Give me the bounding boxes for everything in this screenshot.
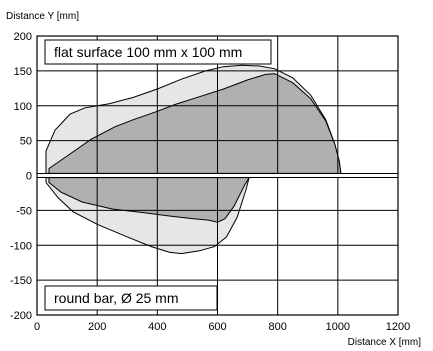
y-tick-label: 50 [20, 136, 32, 148]
x-tick-label: 1200 [386, 321, 410, 333]
annotation-label-upper: flat surface 100 mm x 100 mm [54, 44, 242, 60]
y-tick-label: 150 [14, 66, 32, 78]
y-tick-label: 100 [14, 101, 32, 113]
annotation-label-lower: round bar, Ø 25 mm [54, 290, 179, 306]
x-tick-label: 800 [268, 321, 286, 333]
data-areas [45, 64, 342, 255]
plot-frame [36, 35, 399, 316]
y-tick-label: -200 [10, 310, 32, 322]
y-tick-label: -100 [10, 240, 32, 252]
x-tick-label: 1000 [326, 321, 350, 333]
y-tick-label: -50 [16, 205, 32, 217]
y-tick-label: 200 [14, 31, 32, 43]
zero-band [36, 173, 399, 178]
x-tick-label: 600 [208, 321, 226, 333]
y-tick-label: -150 [10, 275, 32, 287]
x-tick-label: 200 [88, 321, 106, 333]
x-axis-title: Distance X [mm] [348, 337, 422, 348]
x-tick-label: 400 [148, 321, 166, 333]
annotation-box-lower [44, 285, 218, 311]
y-tick-label: 0 [26, 171, 32, 183]
y-axis-title: Distance Y [mm] [6, 11, 79, 22]
annotation-box-upper [44, 39, 272, 65]
x-tick-label: 0 [34, 321, 40, 333]
series-area-2 [48, 73, 342, 174]
series-area-4 [48, 177, 250, 223]
